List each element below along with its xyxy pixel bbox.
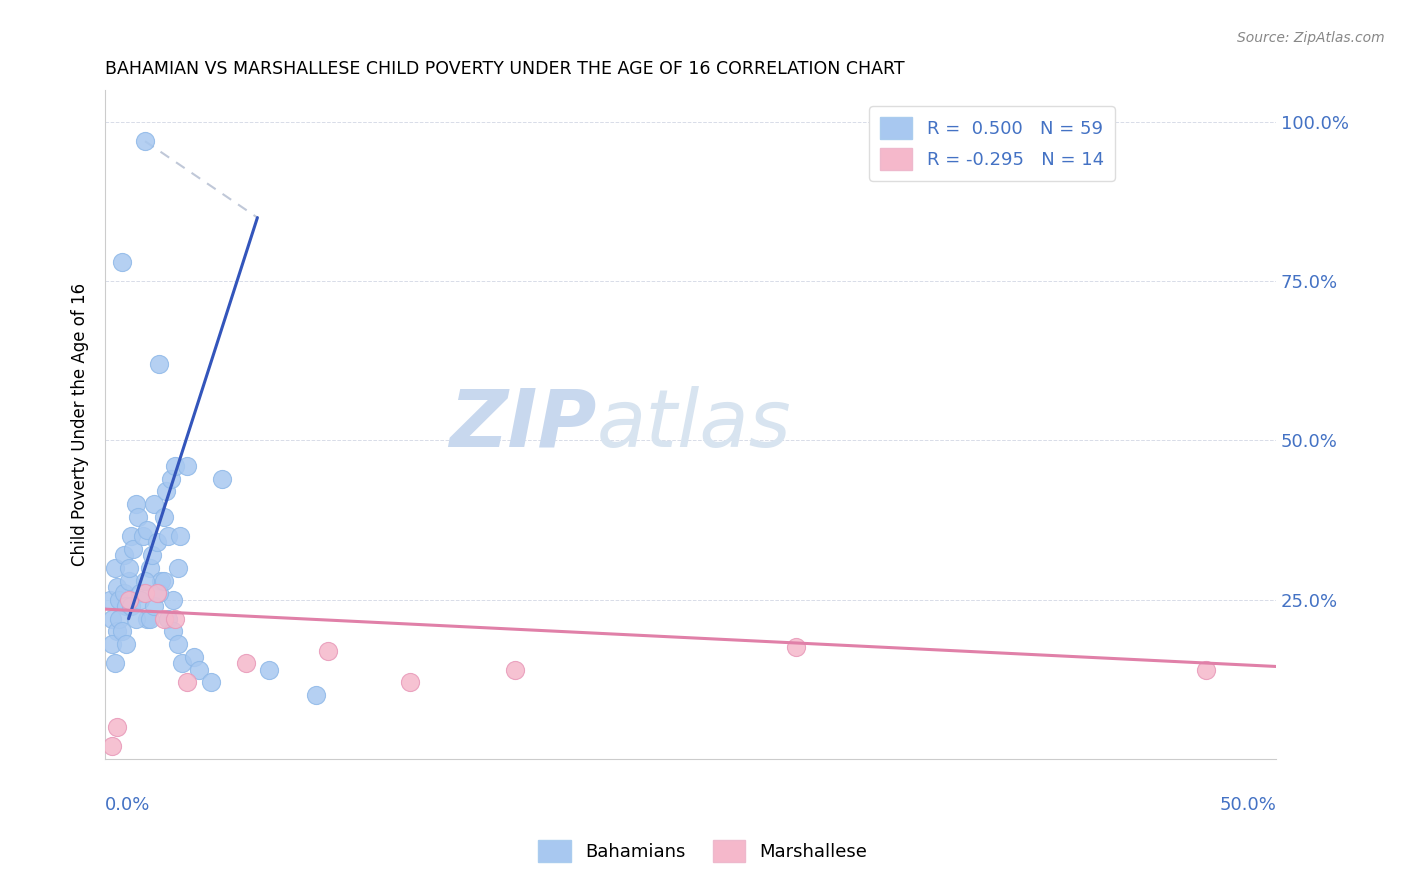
Point: [152, 574, 174, 588]
Legend: Bahamians, Marshallese: Bahamians, Marshallese: [531, 833, 875, 870]
Point: [101, 612, 124, 626]
Point: [152, 612, 174, 626]
Point: [785, 640, 807, 655]
Point: [129, 586, 152, 600]
Point: [200, 675, 222, 690]
Text: atlas: atlas: [598, 385, 792, 464]
Point: [143, 497, 166, 511]
Point: [176, 675, 198, 690]
Point: [183, 649, 205, 664]
Point: [108, 592, 131, 607]
Point: [131, 529, 153, 543]
Point: [1195, 663, 1218, 677]
Point: [108, 612, 131, 626]
Point: [103, 561, 125, 575]
Text: 50.0%: 50.0%: [1219, 796, 1277, 814]
Point: [103, 657, 125, 671]
Point: [101, 637, 124, 651]
Point: [398, 675, 420, 690]
Point: [136, 612, 159, 626]
Point: [134, 586, 156, 600]
Point: [124, 497, 146, 511]
Point: [166, 637, 188, 651]
Point: [134, 574, 156, 588]
Text: 0.0%: 0.0%: [105, 796, 150, 814]
Point: [145, 586, 167, 600]
Point: [98, 592, 121, 607]
Point: [152, 509, 174, 524]
Point: [112, 548, 135, 562]
Point: [165, 612, 187, 626]
Point: [105, 624, 128, 639]
Point: [129, 592, 152, 607]
Point: [138, 612, 160, 626]
Point: [316, 643, 339, 657]
Point: [166, 561, 188, 575]
Point: [117, 574, 139, 588]
Point: [165, 458, 187, 473]
Point: [115, 637, 138, 651]
Point: [157, 529, 180, 543]
Point: [105, 720, 128, 734]
Point: [105, 580, 128, 594]
Point: [159, 472, 181, 486]
Point: [172, 657, 194, 671]
Text: ZIP: ZIP: [450, 385, 598, 464]
Point: [257, 663, 280, 677]
Text: Source: ZipAtlas.com: Source: ZipAtlas.com: [1237, 31, 1385, 45]
Point: [112, 586, 135, 600]
Legend: R =  0.500   N = 59, R = -0.295   N = 14: R = 0.500 N = 59, R = -0.295 N = 14: [869, 106, 1115, 181]
Point: [141, 548, 163, 562]
Point: [187, 663, 209, 677]
Text: BAHAMIAN VS MARSHALLESE CHILD POVERTY UNDER THE AGE OF 16 CORRELATION CHART: BAHAMIAN VS MARSHALLESE CHILD POVERTY UN…: [105, 60, 905, 78]
Point: [148, 357, 170, 371]
Point: [120, 599, 142, 613]
Point: [101, 739, 124, 753]
Point: [176, 458, 198, 473]
Point: [169, 529, 191, 543]
Point: [122, 541, 145, 556]
Point: [127, 509, 149, 524]
Point: [138, 561, 160, 575]
Point: [305, 688, 328, 702]
Point: [117, 592, 139, 607]
Point: [148, 586, 170, 600]
Point: [157, 612, 180, 626]
Point: [110, 624, 132, 639]
Point: [155, 484, 177, 499]
Y-axis label: Child Poverty Under the Age of 16: Child Poverty Under the Age of 16: [72, 283, 89, 566]
Point: [150, 574, 173, 588]
Point: [117, 561, 139, 575]
Point: [134, 134, 156, 148]
Point: [503, 663, 526, 677]
Point: [120, 529, 142, 543]
Point: [110, 255, 132, 269]
Point: [162, 592, 184, 607]
Point: [124, 612, 146, 626]
Point: [115, 599, 138, 613]
Point: [143, 599, 166, 613]
Point: [145, 535, 167, 549]
Point: [162, 624, 184, 639]
Point: [211, 472, 233, 486]
Point: [136, 523, 159, 537]
Point: [235, 657, 257, 671]
